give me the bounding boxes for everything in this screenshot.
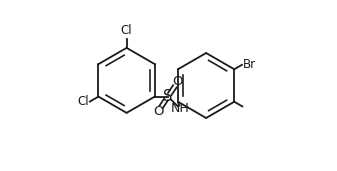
Text: O: O: [153, 105, 163, 118]
Text: NH: NH: [171, 102, 189, 115]
Text: O: O: [173, 75, 183, 88]
Text: Cl: Cl: [121, 24, 132, 37]
Text: S: S: [163, 89, 173, 104]
Text: Cl: Cl: [77, 95, 89, 108]
Text: Br: Br: [243, 58, 256, 71]
